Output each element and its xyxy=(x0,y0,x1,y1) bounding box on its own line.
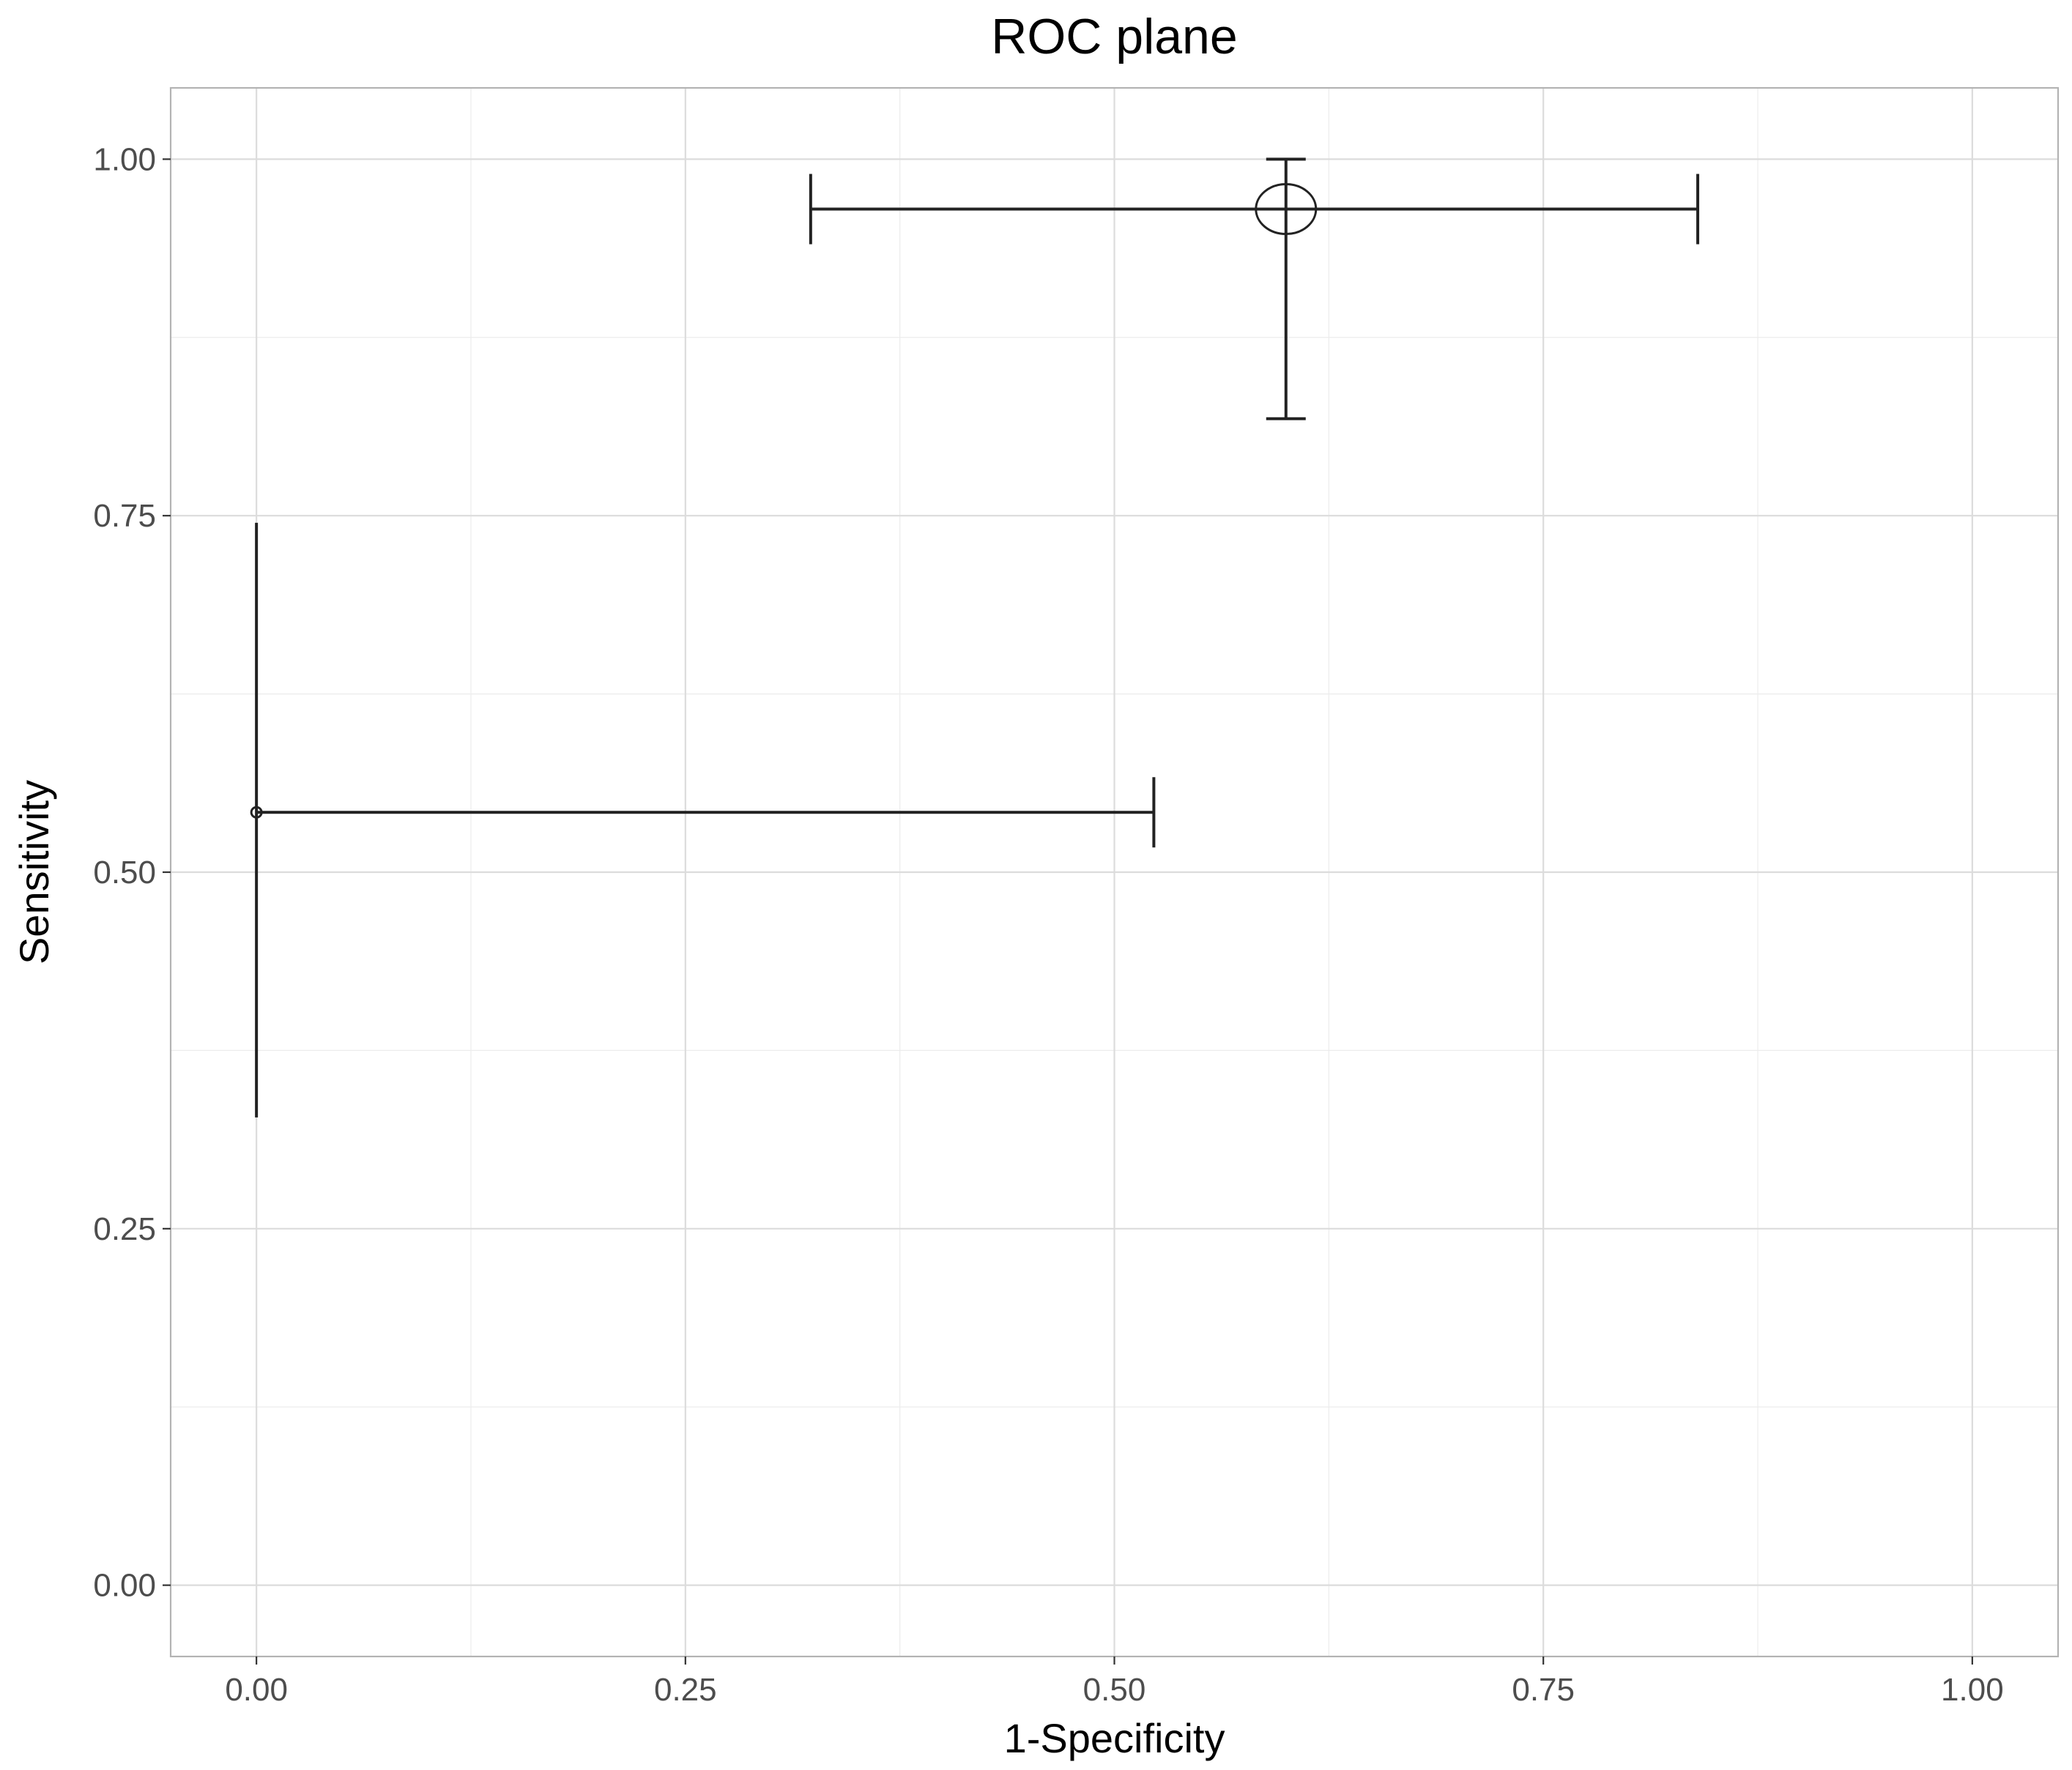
y-tick-label: 0.75 xyxy=(93,498,156,534)
x-tick-label: 0.25 xyxy=(654,1672,717,1708)
y-axis-title: Sensitivity xyxy=(11,780,57,964)
y-tick-label: 1.00 xyxy=(93,141,156,177)
data-point-2 xyxy=(250,522,1156,1118)
chart-title: ROC plane xyxy=(991,9,1237,64)
point-marker xyxy=(250,806,263,819)
y-tick-label: 0.00 xyxy=(93,1568,156,1604)
x-axis-title: 1-Specificity xyxy=(1004,1715,1225,1761)
grid-lines xyxy=(171,88,2058,1656)
y-tick-label: 0.25 xyxy=(93,1211,156,1247)
y-tick-label: 0.50 xyxy=(93,855,156,890)
data-point-1 xyxy=(809,157,1700,420)
x-tick-label: 0.50 xyxy=(1083,1672,1146,1708)
x-tick-label: 0.00 xyxy=(225,1672,288,1708)
point-marker xyxy=(1255,183,1318,236)
x-tick-label: 1.00 xyxy=(1941,1672,2004,1708)
data-points xyxy=(250,157,1700,1118)
x-tick-label: 0.75 xyxy=(1512,1672,1575,1708)
axis-ticks: 0.00 0.25 0.50 0.75 1.00 0.00 0.25 0.50 0.75 1.00 xyxy=(93,141,2003,1708)
